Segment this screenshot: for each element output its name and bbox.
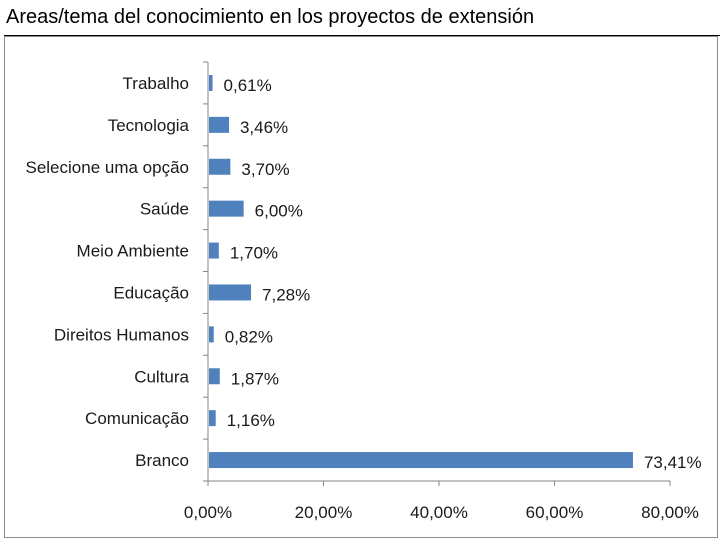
title-divider — [4, 35, 720, 36]
bar — [209, 452, 633, 469]
category-label: Saúde — [140, 200, 189, 219]
x-tick-label: 20,00% — [295, 503, 353, 522]
value-label: 3,46% — [240, 118, 288, 137]
x-tick-label: 60,00% — [526, 503, 584, 522]
value-label: 7,28% — [262, 285, 310, 304]
bar — [209, 200, 244, 217]
value-label: 6,00% — [255, 202, 303, 221]
value-label: 0,82% — [225, 327, 273, 346]
bar — [209, 242, 219, 259]
value-label: 73,41% — [644, 453, 702, 472]
category-label: Tecnologia — [108, 116, 190, 135]
category-label: Selecione uma opção — [25, 158, 189, 177]
bar — [209, 116, 229, 133]
x-tick-label: 80,00% — [641, 503, 699, 522]
category-label: Educação — [113, 283, 189, 302]
category-label: Meio Ambiente — [77, 242, 189, 261]
category-label: Direitos Humanos — [54, 325, 189, 344]
category-label: Branco — [135, 451, 189, 470]
bar — [209, 410, 216, 427]
bar — [209, 284, 252, 301]
x-tick-label: 0,00% — [184, 503, 232, 522]
bar — [209, 326, 214, 343]
bar — [209, 74, 213, 91]
slide-title: Areas/tema del conocimiento en los proye… — [6, 6, 535, 28]
value-label: 1,87% — [231, 369, 279, 388]
category-label: Comunicação — [85, 409, 189, 428]
bar — [209, 368, 220, 385]
bar — [209, 158, 231, 175]
category-label: Cultura — [134, 367, 189, 386]
category-label: Trabalho — [123, 74, 189, 93]
value-label: 1,16% — [227, 411, 275, 430]
x-tick-label: 40,00% — [410, 503, 468, 522]
value-label: 0,61% — [224, 76, 272, 95]
value-label: 1,70% — [230, 244, 278, 263]
value-label: 3,70% — [241, 160, 289, 179]
